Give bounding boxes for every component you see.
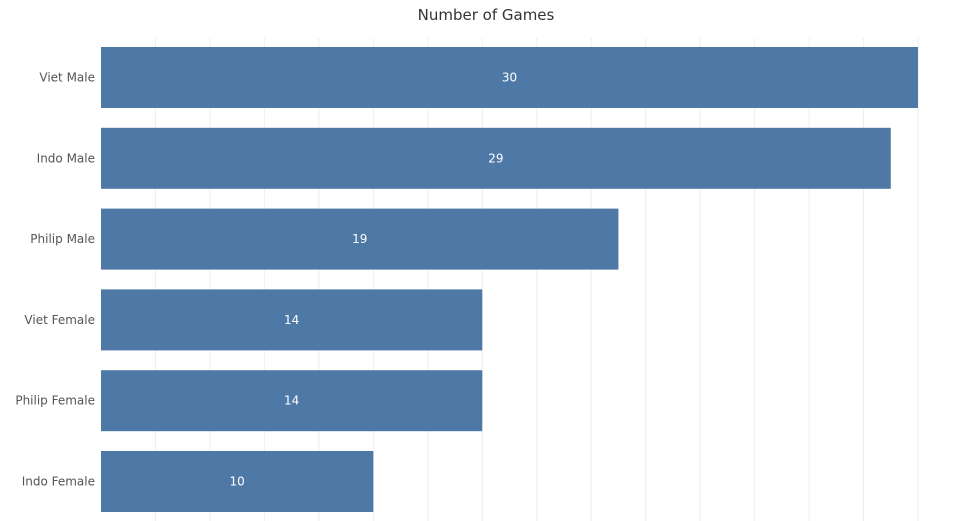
category-label: Philip Male xyxy=(30,232,95,246)
chart-title: Number of Games xyxy=(417,6,555,24)
value-label: 19 xyxy=(352,232,367,246)
value-label: 10 xyxy=(230,475,245,489)
value-label: 14 xyxy=(284,394,299,408)
bar[interactable] xyxy=(101,208,619,270)
bar[interactable] xyxy=(101,451,374,512)
category-label: Viet Female xyxy=(24,313,95,327)
category-label: Viet Male xyxy=(39,71,95,85)
bar[interactable] xyxy=(101,127,891,189)
bar[interactable] xyxy=(101,370,483,432)
bar[interactable] xyxy=(101,47,918,108)
value-label: 29 xyxy=(488,151,503,165)
bar[interactable] xyxy=(101,289,483,351)
category-label: Indo Female xyxy=(22,475,95,489)
value-label: 30 xyxy=(502,71,517,85)
value-label: 14 xyxy=(284,313,299,327)
category-label: Indo Male xyxy=(37,151,95,165)
category-label: Philip Female xyxy=(15,394,95,408)
